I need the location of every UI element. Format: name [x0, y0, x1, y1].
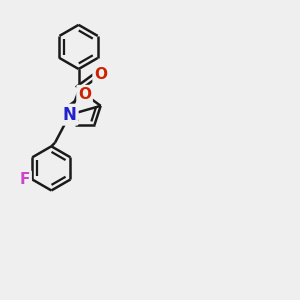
Text: O: O	[94, 68, 107, 82]
Text: F: F	[20, 172, 30, 187]
Text: N: N	[63, 106, 77, 124]
Text: O: O	[78, 87, 91, 102]
